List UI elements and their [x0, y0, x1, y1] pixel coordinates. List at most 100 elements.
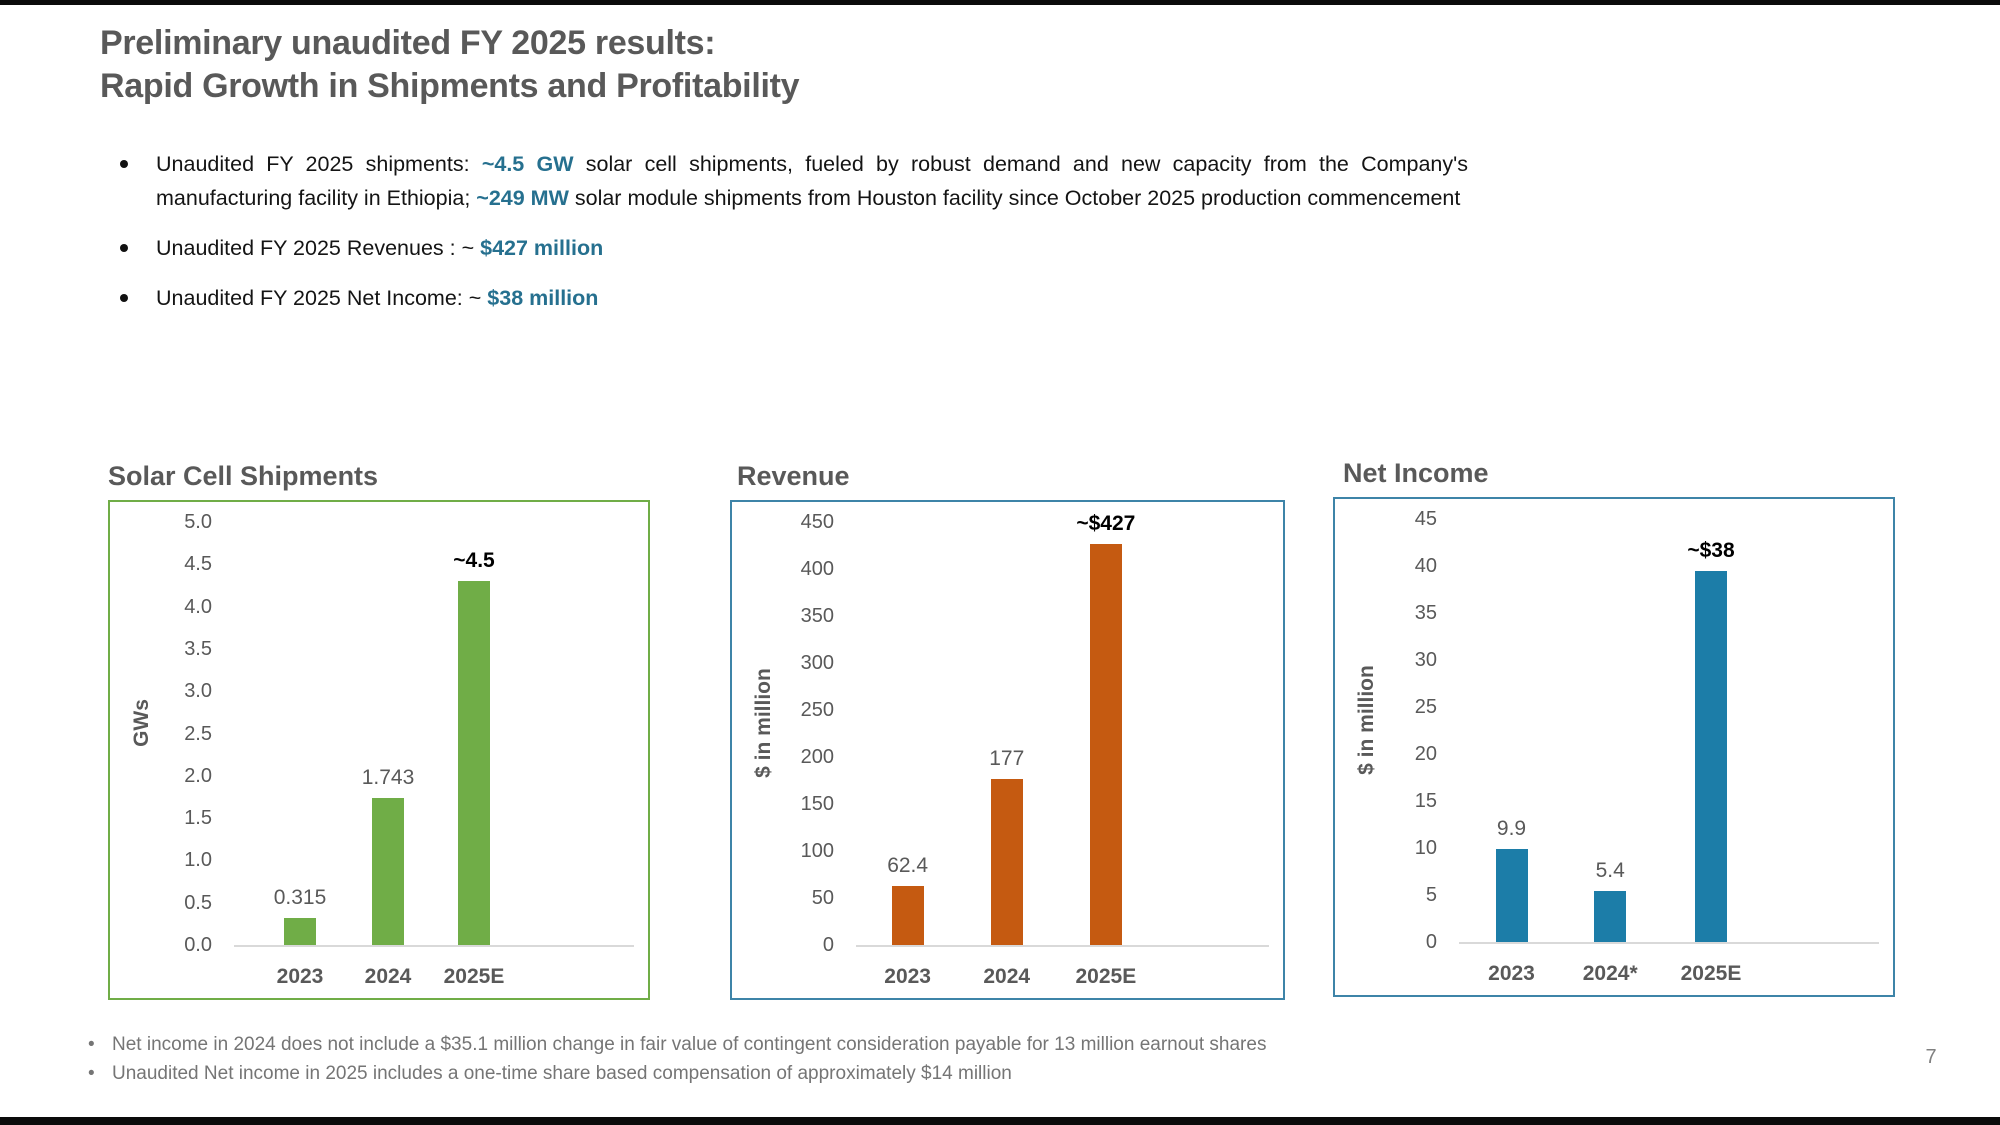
bar-value-label: ~4.5: [453, 549, 495, 573]
y-tick-label: 10: [1414, 837, 1437, 859]
y-tick-label: 25: [1414, 696, 1437, 718]
slide-title: Preliminary unaudited FY 2025 results: R…: [100, 22, 800, 108]
bar-2025E: [1695, 570, 1727, 942]
x-axis-category-label: 2023: [276, 965, 324, 988]
y-tick-label: 250: [800, 699, 834, 721]
y-axis-ticks: 45 40 35 30 25 20 15 10 5 0: [1371, 499, 1437, 995]
y-axis-ticks: 450 400 350 300 250 200 150 100 50 0: [768, 502, 834, 998]
y-tick-label: 0: [1425, 931, 1437, 953]
y-tick-label: 100: [800, 840, 834, 862]
chart-plot-box: GWs 5.0 4.5 4.0 3.5 3.0 2.5 2.0 1.5 1.0 0.5 0.0 0.…: [108, 500, 650, 1000]
y-tick-label: 0.0: [184, 934, 212, 956]
y-tick-label: 150: [800, 793, 834, 815]
bar-value-label: ~$38: [1687, 538, 1735, 562]
bar-2023: [284, 918, 316, 945]
y-tick-label: 1.5: [184, 807, 212, 830]
y-tick-label: 15: [1414, 790, 1437, 812]
footnote-bullet-icon: •: [88, 1063, 95, 1084]
x-axis-category-label: 2023: [884, 965, 931, 988]
x-axis-category-label: 2024: [364, 965, 412, 988]
plot-area: 62.4 177 ~$427: [856, 512, 1269, 947]
y-tick-label: 50: [811, 887, 834, 909]
chart-plot-box: $ in million 45 40 35 30 25 20 15 10 5 0 9.9 5.4 ~$…: [1333, 497, 1895, 997]
x-axis-category-label: 2023: [1488, 962, 1535, 985]
y-tick-label: 2.0: [184, 764, 212, 787]
x-axis-category-label: 2025E: [443, 965, 505, 988]
bullet-highlight-text: ~4.5 GW: [481, 152, 574, 176]
bullet-item: Unaudited FY 2025 Revenues : ~ $427 mill…: [118, 231, 1468, 265]
y-tick-label: 3.5: [184, 637, 212, 660]
bar-value-label: 5.4: [1595, 859, 1625, 883]
y-tick-label: 1.0: [184, 849, 212, 872]
bullet-text: Unaudited FY 2025 Revenues : ~: [156, 236, 481, 260]
bullet-list: Unaudited FY 2025 shipments: ~4.5 GW sol…: [118, 147, 1468, 331]
y-tick-label: 5: [1425, 884, 1437, 906]
bar-2023: [891, 886, 924, 945]
page-number: 7: [1925, 1046, 1937, 1068]
slide-title-line2: Rapid Growth in Shipments and Profitabil…: [100, 67, 800, 105]
x-axis-category-label: 2025E: [1075, 965, 1137, 988]
bar-2024: [990, 778, 1023, 945]
footnote-text: Net income in 2024 does not include a $3…: [112, 1034, 1267, 1055]
chart-title: Net Income: [1343, 458, 1489, 488]
x-axis-category-label: 2024: [983, 965, 1031, 988]
footnote-bullet-icon: •: [88, 1034, 95, 1055]
x-axis-labels: 2023 2024 2025E: [856, 964, 1269, 998]
bullet-item: Unaudited FY 2025 shipments: ~4.5 GW sol…: [118, 147, 1468, 215]
y-tick-label: 5.0: [184, 511, 212, 533]
y-tick-label: 2.5: [184, 722, 212, 745]
bar-value-label: 177: [989, 746, 1025, 770]
plot-area: 0.315 1.743 ~4.5: [234, 522, 634, 947]
plot-area: 9.9 5.4 ~$38: [1459, 519, 1879, 944]
bullet-highlight-text: $38 million: [487, 286, 599, 310]
bar-value-label: 9.9: [1496, 816, 1527, 840]
bar-value-label: ~$427: [1076, 511, 1136, 535]
bar-value-label: 62.4: [887, 854, 929, 878]
bullet-highlight-text: $427 million: [480, 236, 604, 260]
y-tick-label: 4.5: [184, 553, 212, 576]
y-tick-label: 400: [800, 558, 834, 580]
footnote-list: • Net income in 2024 does not include a …: [86, 1030, 1646, 1088]
slide-title-line1: Preliminary unaudited FY 2025 results:: [100, 24, 716, 62]
bar-2025E: [458, 581, 490, 945]
y-tick-label: 350: [800, 605, 834, 627]
letterbox-bottom: [0, 1117, 2000, 1125]
y-tick-label: 35: [1414, 602, 1437, 624]
footnote-item: • Net income in 2024 does not include a …: [86, 1030, 1646, 1059]
bullet-highlight-text: ~249 MW: [476, 186, 569, 210]
bullet-item: Unaudited FY 2025 Net Income: ~ $38 mill…: [118, 281, 1468, 315]
y-tick-label: 0.5: [184, 891, 212, 914]
y-tick-label: 30: [1414, 649, 1437, 671]
y-tick-label: 45: [1414, 508, 1437, 530]
y-axis-ticks: 5.0 4.5 4.0 3.5 3.0 2.5 2.0 1.5 1.0 0.5 0.0: [146, 502, 212, 998]
y-tick-label: 0: [822, 934, 834, 956]
footnote-text: Unaudited Net income in 2025 includes a …: [112, 1063, 1012, 1084]
x-axis-category-label: 2025E: [1680, 962, 1742, 985]
x-axis-category-label: 2024*: [1582, 962, 1638, 985]
bar-2025E: [1089, 543, 1122, 945]
y-tick-label: 300: [800, 652, 834, 674]
chart-plot-box: $ in million 450 400 350 300 250 200 150 100 50 0…: [730, 500, 1285, 1000]
letterbox-top: [0, 0, 2000, 5]
y-tick-label: 200: [800, 746, 834, 768]
chart-card-revenue: Revenue $ in million 450 400 350 300 250 200 1…: [730, 458, 1285, 1000]
bar-2024: [372, 797, 404, 945]
x-axis-labels: 2023 2024 2025E: [234, 964, 634, 998]
chart-title: Solar Cell Shipments: [108, 461, 379, 491]
bullet-text: Unaudited FY 2025 Net Income: ~: [156, 286, 488, 310]
chart-card-net-income: Net Income $ in million 45 40 35 30 25 20 15 10…: [1333, 455, 1895, 997]
bullet-text: Unaudited FY 2025 shipments:: [156, 152, 482, 176]
bullet-text: solar module shipments from Houston faci…: [568, 186, 1461, 210]
bar-2024*: [1594, 891, 1627, 942]
bullet-text: solar cell shipments, fueled by robust d…: [156, 152, 1468, 210]
y-tick-label: 3.0: [184, 680, 212, 703]
y-tick-label: 40: [1414, 555, 1437, 577]
chart-title: Revenue: [737, 461, 850, 491]
bar-value-label: 1.743: [361, 765, 415, 789]
bar-value-label: 0.315: [273, 886, 327, 910]
footnote-item: • Unaudited Net income in 2025 includes …: [86, 1059, 1646, 1088]
bar-2023: [1495, 848, 1528, 942]
y-tick-label: 450: [800, 511, 834, 533]
y-tick-label: 20: [1414, 743, 1437, 765]
x-axis-labels: 2023 2024* 2025E: [1459, 961, 1879, 995]
